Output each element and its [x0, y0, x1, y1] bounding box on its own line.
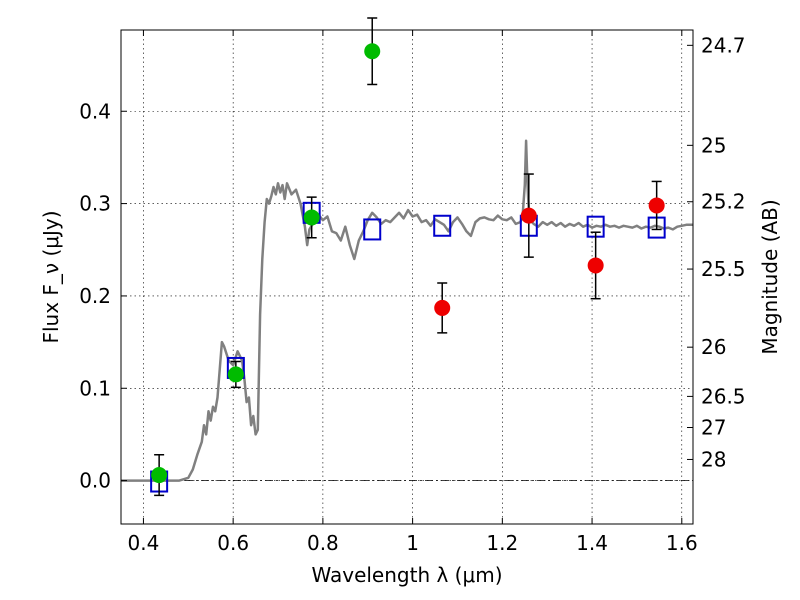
- red-data-point: [520, 207, 537, 224]
- y-tick-label: 0.0: [79, 469, 111, 493]
- x-axis-ticks: 0.4 0.6 0.8 1 1.2 1.4 1.6: [128, 30, 698, 555]
- red-data-point: [434, 299, 451, 316]
- green-data-point: [227, 366, 244, 383]
- markers-group: [150, 17, 666, 497]
- magnitude-tick-label: 28: [701, 447, 726, 471]
- green-data-point: [364, 43, 381, 60]
- magnitude-tick-label: 27: [701, 416, 726, 440]
- magnitude-tick-label: 26.5: [701, 384, 746, 408]
- y-axis-ticks: 0.0 0.1 0.2 0.3 0.4: [79, 99, 127, 493]
- y-axis-label: Flux F_ν (μJy): [39, 210, 63, 343]
- y-tick-label: 0.4: [79, 99, 111, 123]
- magnitude-tick-label: 26: [701, 335, 726, 359]
- green-data-point: [151, 467, 168, 484]
- magnitude-tick-label: 24.7: [701, 33, 746, 57]
- plot-background: [121, 30, 693, 524]
- green-data-point: [303, 209, 320, 226]
- red-data-point: [587, 257, 604, 274]
- red-data-point: [648, 197, 665, 214]
- x-tick-label: 1: [406, 531, 419, 555]
- plot-frame: [120, 29, 694, 525]
- x-tick-label: 1.2: [486, 531, 518, 555]
- magnitude-tick-label: 25.2: [701, 190, 746, 214]
- x-tick-label: 1.6: [666, 531, 698, 555]
- x-tick-label: 1.4: [576, 531, 608, 555]
- grid-lines: [121, 30, 693, 524]
- model-box: [363, 218, 382, 241]
- x-tick-label: 0.6: [217, 531, 249, 555]
- spectrum-line: [121, 139, 693, 482]
- x-tick-label: 0.4: [128, 531, 160, 555]
- y-tick-label: 0.2: [79, 284, 111, 308]
- magnitude-tick-label: 25.5: [701, 257, 746, 281]
- spectrum-group: [121, 139, 693, 482]
- magnitude-axis-ticks: 24.7 25 25.2 25.5 26 26.5 27 28: [687, 33, 746, 471]
- y2-axis-label: Magnitude (AB): [758, 199, 782, 354]
- x-axis-label: Wavelength λ (μm): [311, 563, 502, 587]
- y-tick-label: 0.3: [79, 192, 111, 216]
- model-box: [433, 214, 452, 237]
- y-tick-label: 0.1: [79, 376, 111, 400]
- x-tick-label: 0.8: [307, 531, 339, 555]
- magnitude-tick-label: 25: [701, 133, 726, 157]
